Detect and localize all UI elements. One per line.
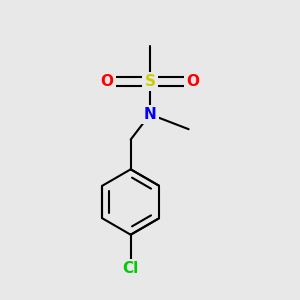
Text: S: S <box>145 74 155 89</box>
Text: O: O <box>187 74 200 89</box>
Text: N: N <box>144 107 156 122</box>
Text: Cl: Cl <box>123 261 139 276</box>
Text: O: O <box>100 74 113 89</box>
